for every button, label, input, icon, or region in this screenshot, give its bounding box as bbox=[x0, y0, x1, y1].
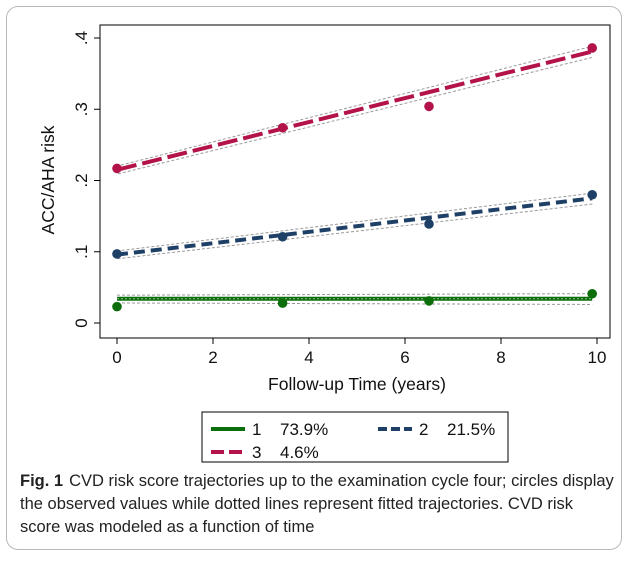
observed-point-1-3 bbox=[587, 288, 597, 299]
fitted-band-2-lower bbox=[116, 192, 592, 252]
legend: 1 73.9% 2 21.5% 3 4.6% bbox=[201, 411, 509, 463]
fitted-band-2-upper bbox=[117, 203, 593, 260]
observed-point-1-1 bbox=[277, 298, 288, 308]
x-tick-label-2: 2 bbox=[208, 348, 217, 367]
fitted-band-1-upper bbox=[116, 302, 593, 305]
observed-point-1-0 bbox=[112, 301, 122, 312]
y-axis-label: ACC/AHA risk bbox=[38, 125, 58, 234]
legend-share-1: 73.9% bbox=[280, 420, 328, 439]
x-tick-label-10: 10 bbox=[588, 348, 607, 367]
legend-label-2: 2 bbox=[419, 420, 428, 439]
observed-point-2-3 bbox=[587, 189, 597, 200]
y-tick-label-0: 0 bbox=[72, 318, 91, 327]
observed-point-3-3 bbox=[587, 43, 597, 53]
observed-point-3-2 bbox=[424, 101, 434, 112]
legend-share-2: 21.5% bbox=[447, 420, 495, 439]
observed-point-2-0 bbox=[112, 249, 122, 259]
fitted-band-3-upper bbox=[117, 56, 594, 175]
x-tick-label-0: 0 bbox=[112, 348, 121, 367]
x-tick-label-8: 8 bbox=[496, 348, 505, 367]
plot-frame bbox=[99, 24, 611, 339]
fitted-band-1-lower bbox=[116, 293, 593, 296]
legend-label-3: 3 bbox=[252, 443, 261, 462]
chart: 0 2 4 6 8 100.1.2.3.4 Follow-up Time (years) … bbox=[38, 24, 611, 463]
legend-box bbox=[201, 411, 509, 463]
plot-area bbox=[112, 43, 597, 312]
caption-label: Fig. 1 bbox=[20, 472, 64, 490]
caption-text: CVD risk score trajectories up to the ex… bbox=[20, 472, 614, 536]
y-tick-label-2: .2 bbox=[72, 173, 91, 187]
series-3 bbox=[112, 43, 597, 175]
figure-caption: Fig. 1 CVD risk score trajectories up to … bbox=[20, 470, 616, 539]
observed-point-2-1 bbox=[277, 231, 288, 242]
y-tick-label-3: .3 bbox=[72, 102, 91, 116]
series-1 bbox=[112, 288, 597, 312]
y-tick-label-1: .1 bbox=[72, 245, 91, 259]
legend-share-3: 4.6% bbox=[280, 443, 319, 462]
legend-label-1: 1 bbox=[252, 420, 261, 439]
fitted-band-3-lower bbox=[116, 46, 592, 167]
observed-point-2-2 bbox=[424, 219, 434, 229]
observed-point-1-2 bbox=[424, 296, 434, 306]
fitted-line-2 bbox=[116, 196, 593, 257]
x-axis-label: Follow-up Time (years) bbox=[268, 374, 446, 394]
y-tick-label-4: .4 bbox=[72, 31, 91, 45]
x-tick-label-6: 6 bbox=[400, 348, 409, 367]
figure-frame bbox=[6, 6, 622, 550]
observed-point-3-0 bbox=[112, 163, 122, 174]
series-2 bbox=[112, 189, 597, 260]
fitted-line-3 bbox=[116, 49, 593, 172]
x-tick-label-4: 4 bbox=[304, 348, 313, 367]
axes: 0 2 4 6 8 10 0 .1 .2 .3 .4 bbox=[72, 24, 611, 367]
observed-point-3-1 bbox=[277, 122, 288, 133]
